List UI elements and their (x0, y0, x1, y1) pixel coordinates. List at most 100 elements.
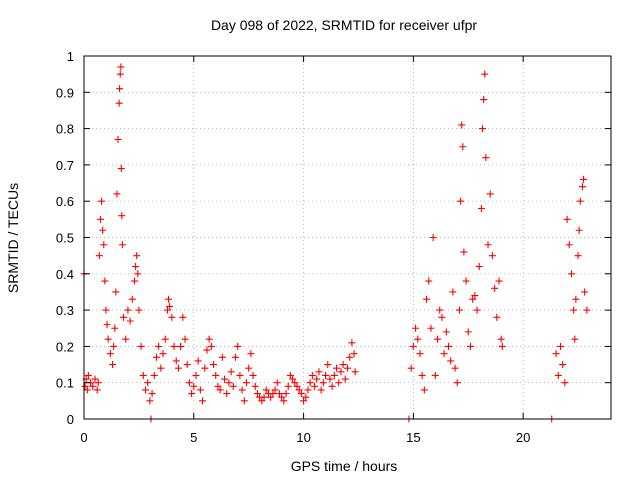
data-point (445, 342, 453, 350)
data-point (434, 335, 442, 343)
data-point (166, 302, 174, 310)
data-point (100, 241, 108, 249)
data-point (249, 371, 257, 379)
data-point (581, 288, 589, 296)
data-point (106, 350, 114, 358)
data-point (212, 371, 220, 379)
data-point (302, 393, 310, 401)
data-point (341, 375, 349, 383)
data-point (567, 270, 575, 278)
data-point (275, 390, 283, 398)
y-tick-label: 0.7 (56, 158, 74, 173)
data-point (418, 371, 426, 379)
data-point (99, 226, 107, 234)
data-point (84, 371, 92, 379)
data-point (311, 382, 319, 390)
data-point (174, 364, 182, 372)
data-point (495, 277, 503, 285)
data-point (473, 306, 481, 314)
data-point (322, 371, 330, 379)
data-points (80, 63, 591, 423)
data-point (242, 379, 250, 387)
data-point (118, 212, 126, 220)
data-point (234, 342, 242, 350)
y-tick-label: 0.8 (56, 122, 74, 137)
data-point (135, 306, 143, 314)
data-point (260, 393, 268, 401)
data-point (575, 226, 583, 234)
data-point (245, 364, 253, 372)
data-point (326, 375, 334, 383)
data-point (247, 350, 255, 358)
data-point (113, 190, 121, 198)
data-point (304, 386, 312, 394)
data-point (133, 252, 141, 260)
data-point (207, 342, 215, 350)
data-point (124, 306, 132, 314)
data-point (137, 342, 145, 350)
data-point (134, 270, 142, 278)
data-point (442, 328, 450, 336)
data-point (192, 371, 200, 379)
data-point (493, 313, 501, 321)
plot-area-border (83, 55, 612, 420)
y-tick-label: 0.4 (56, 267, 74, 282)
data-point (210, 361, 218, 369)
data-point (552, 350, 560, 358)
data-point (116, 85, 124, 93)
data-point (81, 382, 89, 390)
data-point (297, 390, 305, 398)
data-point (236, 371, 244, 379)
y-axis-title: SRMTID / TECUs (5, 183, 21, 293)
data-point (203, 346, 211, 354)
y-tick-label: 1 (67, 49, 74, 64)
data-point (101, 277, 109, 285)
data-point (262, 386, 270, 394)
data-point (455, 306, 463, 314)
data-point (351, 368, 359, 376)
data-point (570, 306, 578, 314)
data-point (481, 70, 489, 78)
data-point (91, 375, 99, 383)
data-point (122, 335, 130, 343)
data-point (330, 371, 338, 379)
data-point (348, 339, 356, 347)
data-point (177, 342, 185, 350)
data-point (104, 335, 112, 343)
data-point (289, 375, 297, 383)
data-point (559, 361, 567, 369)
x-tick-label: 10 (296, 430, 310, 445)
data-point (269, 390, 277, 398)
data-point (477, 204, 485, 212)
data-point (216, 386, 224, 394)
data-point (295, 386, 303, 394)
data-point (412, 324, 420, 332)
data-point (451, 364, 459, 372)
data-point (497, 335, 505, 343)
data-point (462, 277, 470, 285)
data-point (486, 190, 494, 198)
data-point (346, 353, 354, 361)
data-point (199, 397, 207, 405)
data-point (146, 397, 154, 405)
data-point (196, 386, 204, 394)
data-point (453, 379, 461, 387)
data-point (425, 277, 433, 285)
data-point (109, 361, 117, 369)
data-point (185, 379, 193, 387)
data-point (93, 386, 101, 394)
data-point (273, 379, 281, 387)
data-point (155, 342, 163, 350)
data-point (469, 295, 477, 303)
data-point (449, 288, 457, 296)
y-tick-label: 0.1 (56, 376, 74, 391)
data-point (251, 382, 259, 390)
data-point (103, 321, 111, 329)
data-point (240, 397, 248, 405)
data-point (416, 350, 424, 358)
data-point (238, 386, 246, 394)
data-point (315, 368, 323, 376)
data-point (414, 335, 422, 343)
data-point (152, 353, 160, 361)
